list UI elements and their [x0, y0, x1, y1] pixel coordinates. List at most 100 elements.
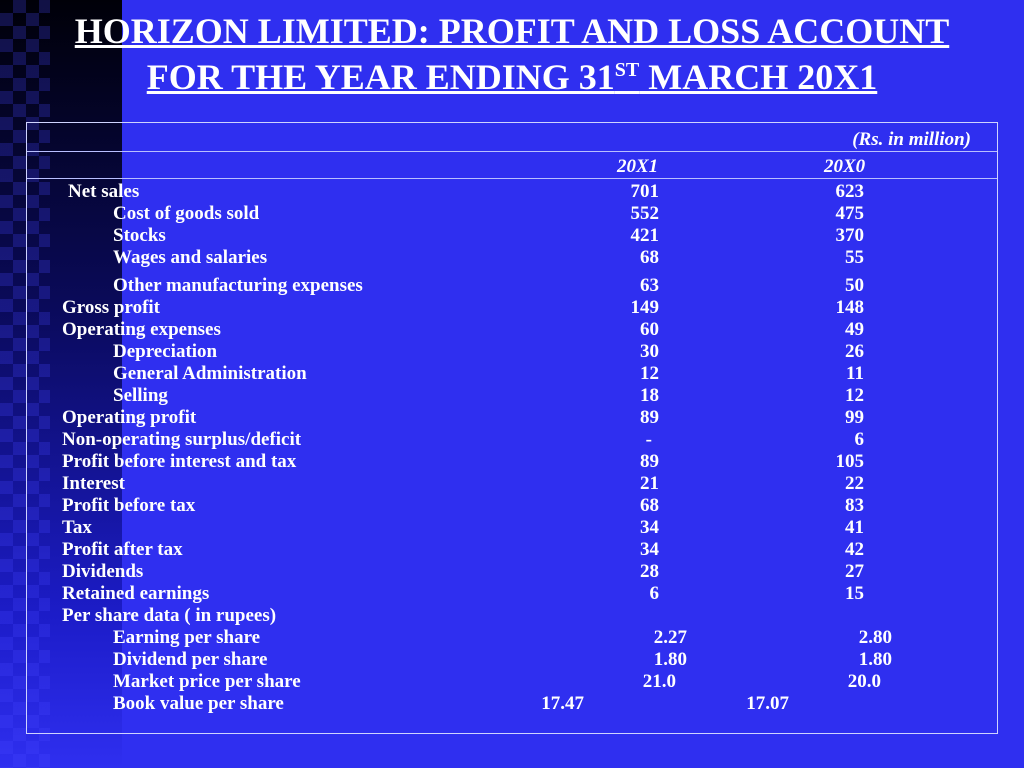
value-20x0: 22	[845, 473, 864, 494]
value-20x1: 21.0	[642, 671, 676, 692]
value-20x0: 475	[835, 203, 865, 224]
row-label: Dividends	[62, 561, 144, 582]
value-20x0: 1.80	[858, 649, 892, 670]
row-label: Dividend per share	[113, 649, 268, 670]
row-label: Other manufacturing expenses	[113, 275, 363, 296]
value-20x1: 34	[640, 539, 659, 560]
row-label: Retained earnings	[62, 583, 210, 604]
value-20x1: 28	[640, 561, 659, 582]
row-label: Net sales	[68, 181, 140, 202]
unit-note: (Rs. in million)	[852, 129, 971, 150]
value-20x1: 89	[640, 407, 659, 428]
slide-title: HORIZON LIMITED: PROFIT AND LOSS ACCOUNT…	[0, 8, 1024, 100]
row-label: Non-operating surplus/deficit	[62, 429, 302, 450]
table-row: Gross profit 149 148	[27, 297, 997, 319]
value-20x0: 20.0	[847, 671, 881, 692]
row-label: General Administration	[113, 363, 307, 384]
value-20x1: 149	[630, 297, 660, 318]
value-20x0: 15	[845, 583, 864, 604]
table-row: Profit before tax 68 83	[27, 495, 997, 517]
table-body: Net sales 701 623 Cost of goods sold 552 475…	[27, 181, 997, 715]
table-row: Depreciation 30 26	[27, 341, 997, 363]
value-20x0: 148	[835, 297, 865, 318]
value-20x1: 63	[640, 275, 659, 296]
table-row: Retained earnings 6 15	[27, 583, 997, 605]
row-label: Earning per share	[113, 627, 261, 648]
value-20x1: 68	[640, 247, 659, 268]
row-label: Operating expenses	[62, 319, 221, 340]
column-header-20x0: 20X0	[824, 156, 866, 177]
value-20x0: 12	[845, 385, 864, 406]
value-20x0: 6	[854, 429, 865, 450]
row-label: Profit before tax	[62, 495, 196, 516]
value-20x1: 60	[640, 319, 659, 340]
value-20x0: 2.80	[858, 627, 892, 648]
table-row: Interest 21 22	[27, 473, 997, 495]
value-20x1: 421	[630, 225, 660, 246]
value-20x0: 55	[845, 247, 864, 268]
title-line-1: HORIZON LIMITED: PROFIT AND LOSS ACCOUNT	[74, 11, 950, 51]
value-20x1: 12	[640, 363, 659, 384]
title-line-2: FOR THE YEAR ENDING 31ST MARCH 20X1	[0, 54, 1024, 100]
row-label: Depreciation	[113, 341, 218, 362]
value-20x0: 42	[845, 539, 864, 560]
value-20x0: 105	[835, 451, 865, 472]
table-row: Profit after tax 34 42	[27, 539, 997, 561]
value-20x0: 83	[845, 495, 864, 516]
row-label: Cost of goods sold	[113, 203, 260, 224]
value-20x1: 89	[640, 451, 659, 472]
value-20x0: 50	[845, 275, 864, 296]
value-20x0: 370	[835, 225, 865, 246]
row-label: Profit after tax	[62, 539, 183, 560]
table-row: Selling 18 12	[27, 385, 997, 407]
value-20x0: 41	[845, 517, 864, 538]
profit-loss-table: (Rs. in million) 20X1 20X0 Net sales 701 6…	[26, 122, 998, 734]
value-20x1: 6	[649, 583, 660, 604]
row-label: Gross profit	[62, 297, 160, 318]
title-line-2-prefix: FOR THE YEAR ENDING 31	[146, 57, 615, 97]
value-20x1: 701	[630, 181, 660, 202]
table-row: General Administration 12 11	[27, 363, 997, 385]
value-20x0: 49	[845, 319, 864, 340]
row-label: Selling	[113, 385, 168, 406]
table-row: Dividend per share 1.80 1.80	[27, 649, 997, 671]
value-20x0: 17.07	[746, 693, 789, 714]
table-row: Operating expenses 60 49	[27, 319, 997, 341]
title-line-2-superscript: ST	[614, 59, 640, 81]
row-label: Market price per share	[113, 671, 301, 692]
value-20x1: 68	[640, 495, 659, 516]
row-label: Interest	[62, 473, 125, 494]
table-row: Stocks 421 370	[27, 225, 997, 247]
value-20x1: 2.27	[653, 627, 687, 648]
row-label: Operating profit	[62, 407, 197, 428]
value-20x1: 30	[640, 341, 659, 362]
table-row: Non-operating surplus/deficit - 6	[27, 429, 997, 451]
table-row: Profit before interest and tax 89 105	[27, 451, 997, 473]
table-row: Tax 34 41	[27, 517, 997, 539]
table-row: Cost of goods sold 552 475	[27, 203, 997, 225]
decorative-left-strip	[0, 0, 122, 768]
value-20x1: 17.47	[541, 693, 584, 714]
row-label: Per share data ( in rupees)	[62, 605, 277, 626]
value-20x1: 34	[640, 517, 659, 538]
table-row: Market price per share 21.0 20.0	[27, 671, 997, 693]
row-label: Wages and salaries	[113, 247, 268, 268]
value-20x0: 27	[845, 561, 864, 582]
table-row: Other manufacturing expenses 63 50	[27, 269, 997, 297]
table-row: Dividends 28 27	[27, 561, 997, 583]
table-row: Earning per share 2.27 2.80	[27, 627, 997, 649]
header-divider-bottom	[27, 178, 997, 179]
value-20x1: 1.80	[653, 649, 687, 670]
value-20x0: 11	[846, 363, 864, 384]
table-row: Per share data ( in rupees)	[27, 605, 997, 627]
value-20x1: -	[645, 429, 652, 450]
decorative-checker-pattern	[0, 0, 50, 768]
row-label: Tax	[62, 517, 92, 538]
row-label: Stocks	[113, 225, 166, 246]
table-row: Wages and salaries 68 55	[27, 247, 997, 269]
value-20x0: 99	[845, 407, 864, 428]
table-row: Net sales 701 623	[27, 181, 997, 203]
table-row: Operating profit 89 99	[27, 407, 997, 429]
value-20x0: 623	[835, 181, 865, 202]
row-label: Profit before interest and tax	[62, 451, 297, 472]
